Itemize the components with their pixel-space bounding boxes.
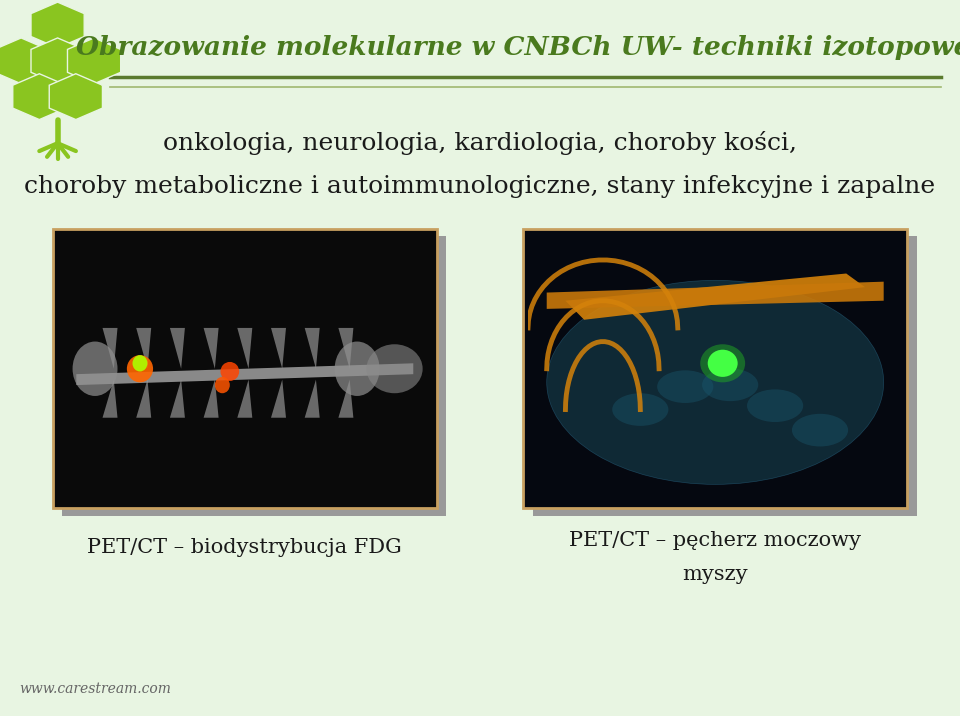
Polygon shape: [31, 2, 84, 48]
Polygon shape: [565, 274, 865, 320]
Text: PET/CT – biodystrybucja FDG: PET/CT – biodystrybucja FDG: [87, 538, 402, 557]
Ellipse shape: [658, 370, 713, 403]
Bar: [523, 229, 907, 508]
Polygon shape: [237, 328, 252, 369]
Polygon shape: [12, 74, 66, 120]
Polygon shape: [204, 328, 219, 369]
Text: choroby metaboliczne i autoimmunologiczne, stany infekcyjne i zapalne: choroby metaboliczne i autoimmunologiczn…: [24, 175, 936, 198]
Ellipse shape: [215, 377, 229, 393]
Polygon shape: [103, 328, 117, 369]
Ellipse shape: [221, 362, 239, 381]
Polygon shape: [103, 379, 117, 417]
Text: onkologia, neurologia, kardiologia, choroby kości,: onkologia, neurologia, kardiologia, chor…: [163, 131, 797, 155]
Bar: [533, 236, 917, 516]
Polygon shape: [76, 363, 413, 385]
Ellipse shape: [747, 390, 804, 422]
Text: www.carestream.com: www.carestream.com: [19, 682, 171, 696]
Polygon shape: [271, 328, 286, 369]
Polygon shape: [304, 328, 320, 369]
Polygon shape: [136, 379, 151, 417]
Text: Obrazowanie molekularne w CNBCh UW- techniki izotopowe: Obrazowanie molekularne w CNBCh UW- tech…: [76, 35, 960, 59]
Polygon shape: [271, 379, 286, 417]
Polygon shape: [547, 281, 884, 309]
Ellipse shape: [367, 344, 422, 393]
Bar: [53, 229, 437, 508]
Ellipse shape: [73, 342, 117, 396]
Text: PET/CT – pęcherz moczowy: PET/CT – pęcherz moczowy: [569, 531, 861, 550]
Ellipse shape: [612, 393, 668, 426]
Ellipse shape: [702, 369, 758, 401]
Ellipse shape: [792, 414, 848, 447]
Polygon shape: [0, 38, 48, 84]
Polygon shape: [136, 328, 151, 369]
Polygon shape: [170, 379, 185, 417]
Ellipse shape: [700, 344, 745, 382]
Ellipse shape: [132, 355, 148, 372]
Text: myszy: myszy: [683, 566, 748, 584]
Ellipse shape: [127, 355, 153, 382]
Polygon shape: [338, 328, 353, 369]
Polygon shape: [170, 328, 185, 369]
Ellipse shape: [708, 349, 737, 377]
Polygon shape: [338, 379, 353, 417]
Ellipse shape: [335, 342, 379, 396]
Polygon shape: [49, 74, 103, 120]
Polygon shape: [237, 379, 252, 417]
Bar: [62, 236, 446, 516]
Ellipse shape: [547, 280, 884, 485]
Polygon shape: [31, 38, 84, 84]
Polygon shape: [67, 38, 121, 84]
Polygon shape: [304, 379, 320, 417]
Polygon shape: [204, 379, 219, 417]
